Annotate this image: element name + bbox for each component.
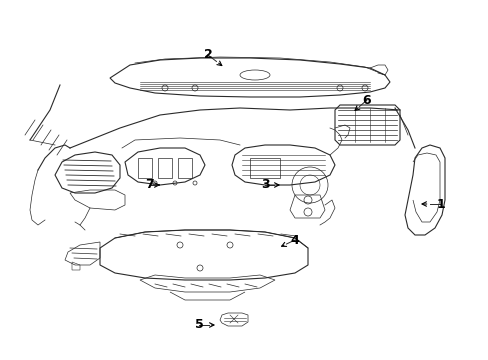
Text: 3: 3 [260,179,269,192]
Text: 2: 2 [203,49,212,62]
Text: 7: 7 [144,179,153,192]
Text: 1: 1 [436,198,445,211]
Text: 6: 6 [362,94,370,107]
Text: 4: 4 [290,234,299,247]
Text: 5: 5 [194,319,203,332]
